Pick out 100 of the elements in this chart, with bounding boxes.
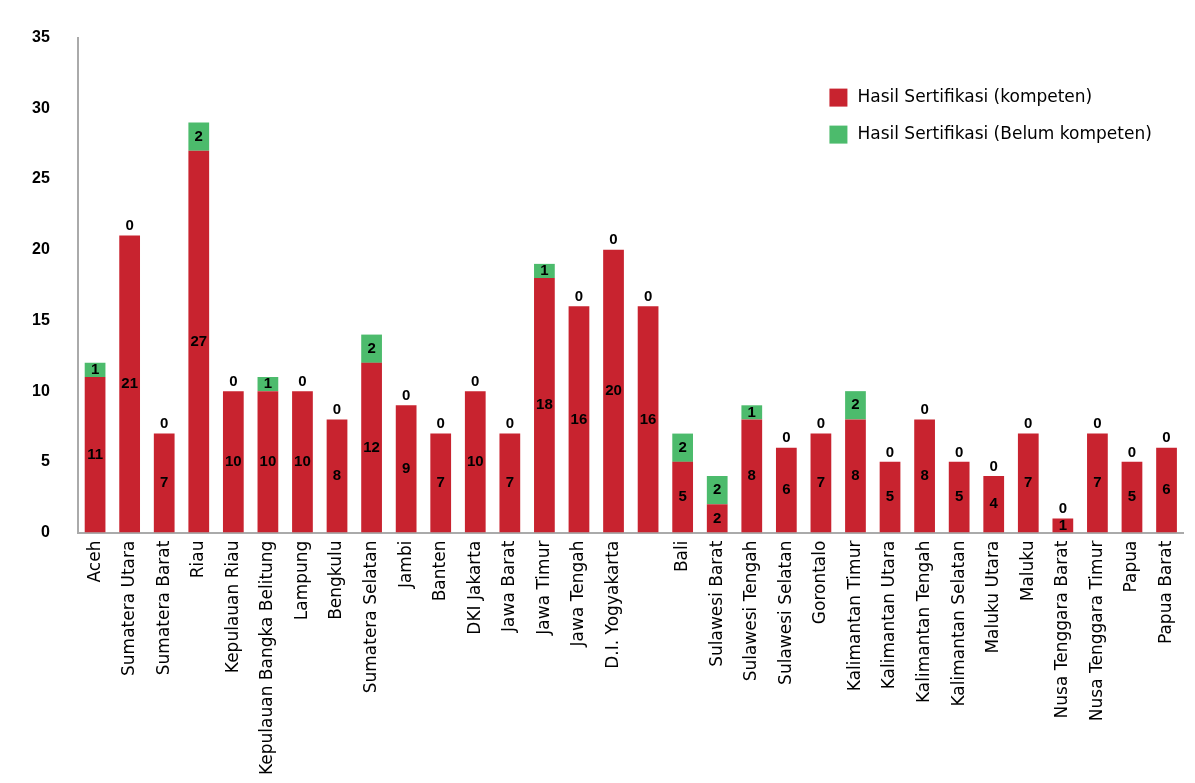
data-label: 1 (540, 261, 549, 279)
data-label: 0 (471, 371, 480, 389)
data-label: 5 (954, 487, 964, 505)
y-tick-label: 35 (32, 28, 50, 46)
data-label: 8 (851, 466, 860, 484)
data-label: 0 (989, 456, 998, 474)
data-label: 10 (466, 452, 484, 470)
x-tick-label: Papua Barat (1154, 540, 1175, 645)
data-label: 2 (851, 395, 860, 413)
y-tick-label: 0 (40, 522, 50, 540)
bar (153, 433, 175, 533)
y-tick-label: 25 (32, 169, 50, 187)
x-tick-label: Jambi (394, 540, 415, 590)
bar (775, 447, 797, 533)
data-label: 11 (87, 444, 104, 462)
x-tick-label: Nusa Tenggara Timur (1085, 540, 1106, 722)
x-tick-label: Papua (1120, 540, 1141, 593)
bar (257, 391, 279, 533)
bar (1121, 461, 1143, 533)
bar (292, 391, 313, 533)
y-tick-label: 15 (32, 310, 50, 328)
data-label: 6 (1162, 480, 1171, 498)
data-label: 0 (332, 400, 342, 418)
data-label: 2 (367, 338, 376, 356)
data-label: 0 (885, 442, 895, 460)
x-tick-label: Bali (671, 540, 692, 573)
bar (499, 433, 521, 533)
bar (810, 433, 832, 533)
x-tick-label: Sulawesi Barat (705, 540, 726, 667)
bar (741, 419, 763, 533)
bar (845, 391, 866, 420)
data-label: 0 (298, 371, 307, 389)
x-tick-label: Riau (187, 540, 208, 579)
data-label: 0 (229, 371, 238, 389)
data-label: 20 (605, 381, 622, 399)
data-label: 0 (1024, 414, 1033, 432)
data-label: 8 (747, 466, 756, 484)
bar (879, 461, 901, 533)
data-label: 0 (1093, 414, 1102, 432)
x-tick-label: Sulawesi Selatan (774, 540, 795, 685)
data-label: 0 (816, 414, 826, 432)
x-tick-label: Jawa Tengah (567, 540, 588, 648)
x-tick-label: Kepulauan Bangka Belitung (256, 540, 277, 776)
bar (188, 150, 210, 533)
y-tick-label: 5 (40, 452, 50, 470)
data-label: 12 (363, 437, 380, 455)
bar (326, 419, 348, 533)
y-tick-label: 30 (32, 98, 50, 116)
data-label: 10 (259, 452, 277, 470)
x-tick-label: Jawa Timur (532, 540, 553, 636)
x-tick-label: Jawa Barat (498, 540, 519, 633)
data-label: 0 (574, 286, 584, 304)
data-label: 21 (121, 374, 138, 392)
bar (534, 278, 555, 533)
data-label: 7 (816, 473, 826, 491)
bar (706, 476, 728, 505)
data-label: 8 (920, 466, 929, 484)
x-tick-label: Sumatera Barat (152, 540, 173, 676)
data-label: 5 (678, 487, 687, 505)
x-tick-label: Aceh (83, 540, 104, 583)
x-tick-label: Kepulauan Riau (221, 540, 242, 674)
bar (568, 306, 590, 533)
data-label: 7 (1024, 473, 1033, 491)
bar (1156, 447, 1177, 533)
data-label: 1 (747, 402, 756, 420)
x-tick-label: Nusa Tenggara Barat (1051, 540, 1072, 719)
data-label: 0 (1058, 499, 1068, 517)
x-tick-label: Maluku (1016, 540, 1037, 602)
x-tick-label: Kalimantan Utara (878, 540, 899, 690)
data-label: 2 (194, 126, 203, 144)
data-label: 0 (160, 414, 169, 432)
data-label: 18 (536, 395, 553, 413)
data-label: 0 (125, 216, 134, 234)
bar (672, 461, 694, 533)
y-tick-label: 10 (32, 381, 50, 399)
bar (222, 391, 244, 533)
bar (84, 377, 106, 533)
data-label: 0 (920, 400, 929, 418)
data-label: 0 (1127, 442, 1137, 460)
data-label: 1 (90, 360, 100, 378)
data-label: 7 (436, 473, 445, 491)
data-label: 1 (263, 374, 273, 392)
bar (430, 433, 452, 533)
bar (914, 419, 935, 533)
data-label: 10 (294, 452, 311, 470)
x-tick-label: Kalimantan Selatan (947, 540, 968, 707)
data-label: 10 (224, 452, 242, 470)
x-tick-label: Kalimantan Tengah (913, 540, 934, 704)
data-label: 2 (713, 508, 722, 526)
x-tick-label: Bengkulu (325, 540, 346, 620)
bar (395, 405, 417, 533)
data-label: 2 (713, 480, 722, 498)
data-label: 6 (782, 480, 791, 498)
bar (637, 306, 659, 533)
bar (119, 235, 141, 533)
data-label: 7 (160, 473, 169, 491)
data-label: 0 (401, 385, 411, 403)
bar (948, 461, 970, 533)
data-label: 5 (1127, 487, 1137, 505)
data-label: 0 (782, 428, 791, 446)
